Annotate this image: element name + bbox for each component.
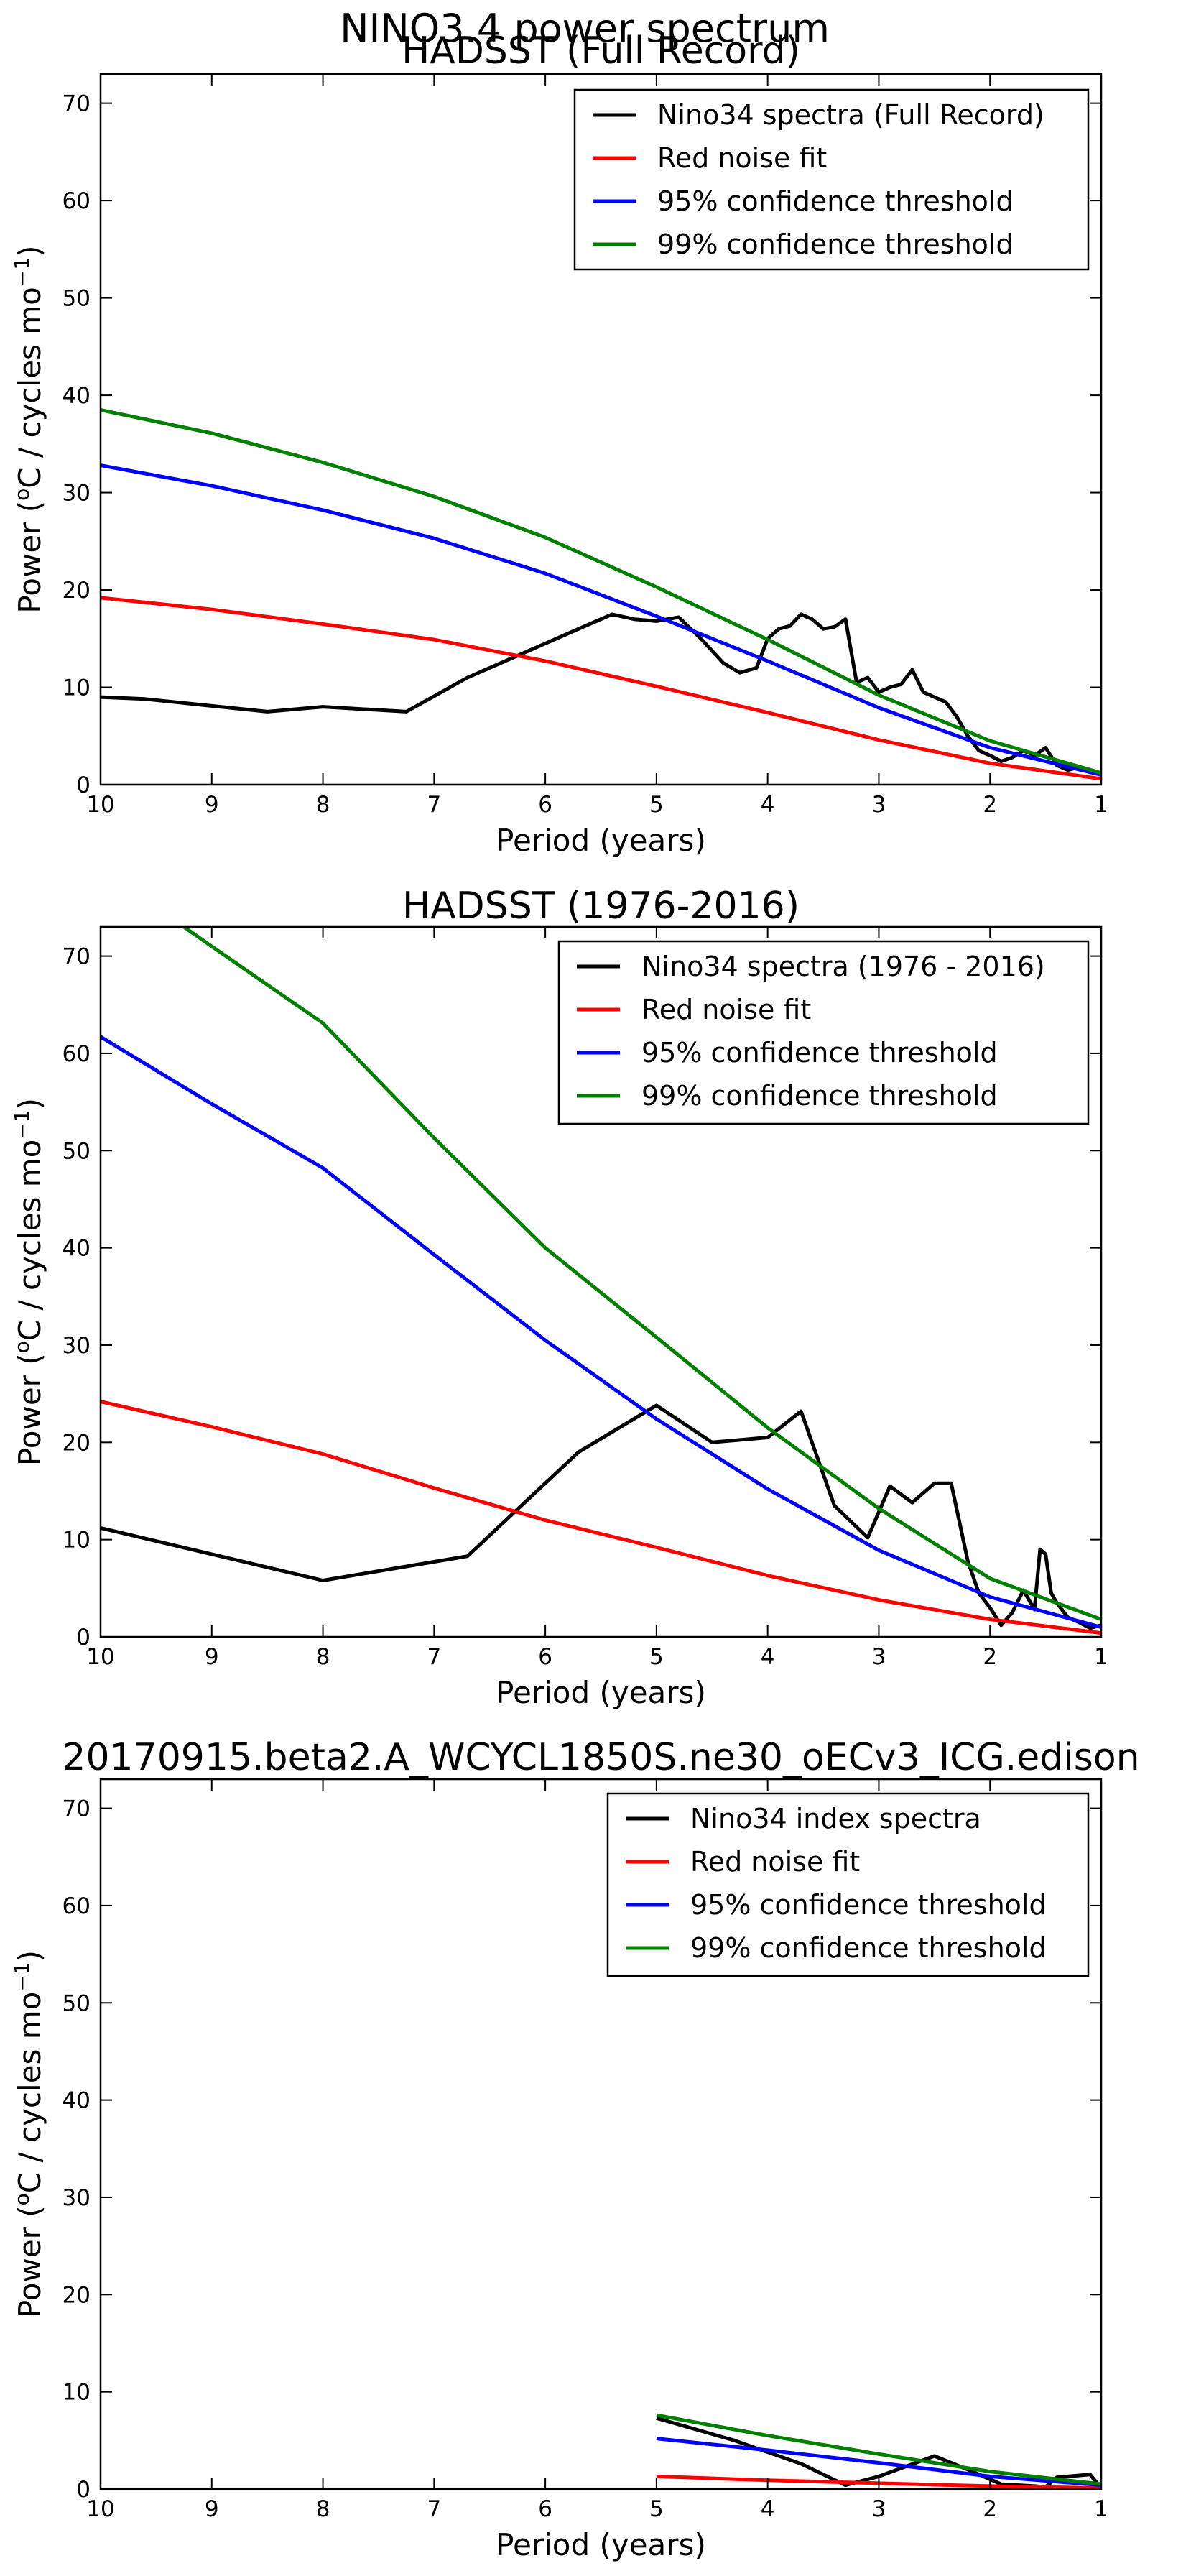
series-line (101, 463, 1101, 777)
legend-entry: 95% confidence threshold (657, 185, 1014, 217)
figure-title: NINO3.4 power spectrum (340, 6, 830, 51)
series-line (101, 596, 1101, 781)
chart-3: 20170915.beta2.A_WCYCL1850S.ne30_oECv3_I… (10, 1736, 1140, 2562)
x-tick-label: 8 (316, 2496, 330, 2522)
x-tick-label: 5 (649, 2496, 664, 2522)
x-axis-label: Period (years) (496, 1675, 706, 1710)
legend-entry: 99% confidence threshold (641, 1080, 998, 1112)
x-tick-label: 8 (316, 792, 330, 818)
y-tick-label: 20 (62, 578, 91, 604)
x-tick-label: 1 (1094, 1644, 1108, 1670)
y-tick-label: 60 (62, 188, 91, 214)
legend-box (573, 88, 1090, 271)
x-tick-label: 9 (205, 792, 219, 818)
x-tick-label: 5 (649, 792, 664, 818)
y-tick-label: 0 (76, 772, 91, 798)
x-axis-label: Period (years) (496, 823, 706, 858)
legend-entry: Red noise fit (657, 142, 827, 174)
legend-entry: Red noise fit (690, 1846, 860, 1878)
x-tick-label: 2 (983, 1644, 997, 1670)
x-tick-label: 2 (983, 2496, 997, 2522)
legend-entry: 99% confidence threshold (690, 1932, 1047, 1964)
x-tick-label: 6 (538, 1644, 552, 1670)
chart-title: HADSST (1976-2016) (402, 885, 800, 928)
series-line (656, 2413, 1101, 2486)
y-tick-label: 70 (62, 944, 91, 970)
x-tick-label: 2 (983, 792, 997, 818)
y-tick-label: 50 (62, 286, 91, 312)
legend-entry: 99% confidence threshold (657, 228, 1014, 260)
x-tick-label: 10 (86, 2496, 114, 2522)
x-tick-label: 6 (538, 2496, 552, 2522)
y-tick-label: 30 (62, 2185, 91, 2211)
legend: Nino34 spectra (1976 - 2016) Red noise fi… (557, 940, 1090, 1125)
y-axis-label: Power (oC / cycles mo−1) (10, 1950, 48, 2318)
chart-2: HADSST (1976-2016)10 9 8 7 6 5 4 3 2 101020304050… (10, 885, 1108, 1710)
x-axis-label: Period (years) (496, 2527, 706, 2562)
x-tick-label: 1 (1094, 792, 1108, 818)
x-tick-label: 7 (427, 792, 441, 818)
x-tick-label: 4 (761, 2496, 775, 2522)
y-tick-label: 10 (62, 675, 91, 701)
plot-frame (99, 1778, 1103, 2490)
y-tick-label: 50 (62, 1138, 91, 1164)
x-tick-label: 7 (427, 2496, 441, 2522)
y-tick-label: 40 (62, 383, 91, 409)
legend-entry: Nino34 spectra (1976 - 2016) (641, 951, 1045, 982)
y-tick-label: 30 (62, 481, 91, 507)
y-tick-label: 10 (62, 1528, 91, 1554)
series-line (101, 612, 1101, 777)
y-tick-label: 30 (62, 1333, 91, 1359)
legend: Nino34 index spectra Red noise fit 95% con… (606, 1792, 1090, 1977)
legend-entry: 95% confidence threshold (690, 1889, 1047, 1921)
chart-title: HADSST (Full Record) (402, 29, 800, 73)
x-tick-label: 4 (761, 1644, 775, 1670)
x-tick-label: 10 (86, 1644, 114, 1670)
x-tick-label: 4 (761, 792, 775, 818)
y-tick-label: 50 (62, 1990, 91, 2016)
x-tick-label: 3 (872, 2496, 886, 2522)
legend-box (606, 1792, 1090, 1977)
y-axis-label: Power (oC / cycles mo−1) (10, 1098, 48, 1466)
series-line (656, 2437, 1101, 2488)
legend-entry: Red noise fit (641, 994, 811, 1025)
legend: Nino34 spectra (Full Record) Red noise fi… (573, 88, 1090, 271)
x-tick-label: 5 (649, 1644, 664, 1670)
x-tick-label: 10 (86, 792, 114, 818)
x-tick-label: 9 (205, 1644, 219, 1670)
series-line (101, 1035, 1101, 1629)
plot-frame (99, 73, 1103, 786)
y-axis-label: Power (oC / cycles mo−1) (10, 245, 48, 613)
y-tick-label: 70 (62, 91, 91, 117)
y-tick-label: 60 (62, 1893, 91, 1919)
y-tick-label: 60 (62, 1041, 91, 1067)
series-line (101, 407, 1101, 775)
series-line (101, 1403, 1101, 1630)
y-tick-label: 20 (62, 1430, 91, 1456)
x-tick-label: 7 (427, 1644, 441, 1670)
legend-box (557, 940, 1090, 1125)
y-tick-label: 20 (62, 2282, 91, 2308)
y-tick-label: 40 (62, 1236, 91, 1262)
chart-1: HADSST (Full Record)10 9 8 7 6 5 4 3 2 1010203040… (10, 29, 1108, 858)
legend-entry: Nino34 index spectra (690, 1803, 981, 1834)
x-tick-label: 3 (872, 1644, 886, 1670)
y-tick-label: 70 (62, 1796, 91, 1822)
series-line (180, 927, 1101, 1621)
y-tick-label: 0 (76, 1625, 91, 1651)
y-tick-label: 10 (62, 2380, 91, 2406)
x-tick-label: 9 (205, 2496, 219, 2522)
y-tick-label: 0 (76, 2477, 91, 2503)
legend-entry: 95% confidence threshold (641, 1037, 998, 1068)
x-tick-label: 3 (872, 792, 886, 818)
x-tick-label: 6 (538, 792, 552, 818)
chart-title: 20170915.beta2.A_WCYCL1850S.ne30_oECv3_I… (62, 1736, 1139, 1779)
series-line (101, 1400, 1101, 1635)
plot-frame (99, 925, 1103, 1638)
x-tick-label: 8 (316, 1644, 330, 1670)
y-tick-label: 40 (62, 2088, 91, 2114)
x-tick-label: 1 (1094, 2496, 1108, 2522)
legend-entry: Nino34 spectra (Full Record) (657, 99, 1044, 131)
